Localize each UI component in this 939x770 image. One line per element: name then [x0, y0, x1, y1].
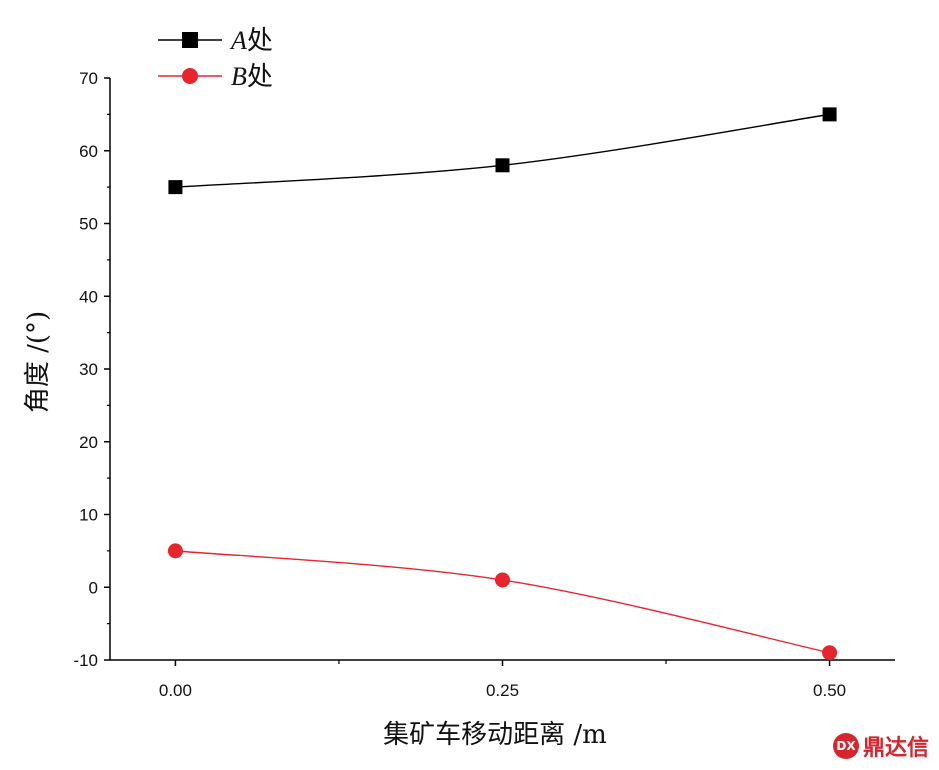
y-tick-label: 50	[79, 215, 98, 234]
data-point-a	[495, 158, 510, 173]
series-line-b	[175, 550, 830, 654]
legend-label-a: A处	[229, 26, 273, 56]
data-point-a	[822, 107, 837, 122]
series-layer	[167, 107, 838, 661]
data-point-b	[822, 645, 838, 661]
series-line-a	[175, 113, 830, 188]
legend-label-b-letter: B	[231, 62, 247, 91]
data-point-b	[167, 543, 183, 559]
legend: A处 B处	[158, 26, 273, 92]
data-point-b	[495, 572, 510, 588]
y-tick-label: 40	[79, 287, 98, 306]
legend-marker-circle	[182, 68, 198, 84]
legend-label-a-rest: 处	[247, 26, 273, 56]
legend-item-a: A处	[158, 26, 273, 56]
y-tick-label: -10	[73, 651, 98, 670]
legend-label-b-rest: 处	[247, 62, 273, 92]
y-ticks: -10 0 10 20 30 40 50 60 70	[73, 69, 110, 670]
y-tick-label: 30	[79, 360, 98, 379]
watermark: DX 鼎达信	[832, 730, 929, 762]
y-tick-label: 20	[79, 433, 98, 452]
data-point-a	[168, 180, 183, 195]
x-tick-label: 0.25	[486, 681, 519, 700]
legend-marker-square	[182, 32, 198, 48]
y-tick-label: 0	[89, 578, 98, 597]
x-axis-title: 集矿车移动距离 /m	[383, 720, 607, 750]
watermark-logo-icon: DX	[832, 733, 859, 759]
legend-label-a-letter: A	[229, 26, 247, 55]
y-axis-title: 角度 /(°)	[23, 311, 53, 413]
y-tick-label: 70	[79, 69, 98, 88]
y-tick-label: 60	[79, 142, 98, 161]
y-tick-label: 10	[79, 506, 98, 525]
legend-item-b: B处	[158, 62, 273, 92]
x-ticks: 0.00 0.25 0.50	[159, 660, 846, 700]
watermark-text: 鼎达信	[862, 736, 929, 761]
legend-label-b: B处	[231, 62, 273, 92]
x-tick-label: 0.00	[159, 681, 192, 700]
x-tick-label: 0.50	[813, 681, 846, 700]
